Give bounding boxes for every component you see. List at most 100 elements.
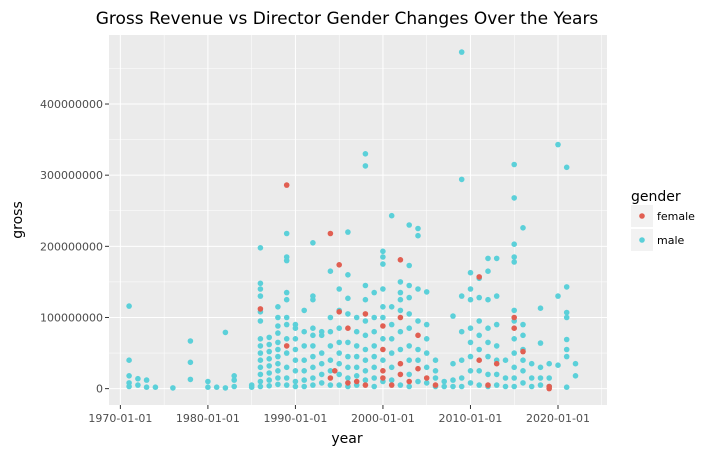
data-point-male <box>511 350 517 356</box>
data-point-male <box>467 286 474 292</box>
data-point-female <box>257 306 264 312</box>
data-point-male <box>135 375 141 382</box>
data-point-female <box>380 323 386 329</box>
data-point-male <box>380 336 386 342</box>
data-point-male <box>476 332 483 339</box>
data-point-male <box>563 336 570 343</box>
data-point-male <box>362 357 369 364</box>
data-point-male <box>546 375 552 381</box>
data-point-male <box>257 371 264 378</box>
data-point-male <box>266 377 273 383</box>
data-point-male <box>467 380 474 386</box>
data-point-female <box>380 346 386 353</box>
data-point-male <box>406 343 413 349</box>
data-point-male <box>563 314 570 321</box>
data-point-male <box>458 293 465 299</box>
data-point-female <box>476 357 483 364</box>
data-point-male <box>563 309 570 316</box>
data-point-male <box>187 376 194 383</box>
data-point-female <box>353 378 360 385</box>
data-point-male <box>388 212 395 219</box>
data-point-male <box>345 311 351 317</box>
data-point-male <box>327 314 334 321</box>
data-point-male <box>257 280 264 287</box>
data-point-male <box>432 357 439 364</box>
y-tick-label: 200000000 <box>40 240 103 253</box>
data-point-male <box>266 370 273 376</box>
data-point-male <box>292 383 299 390</box>
y-axis-ticks: 0 100000000 200000000 300000000 400000000 <box>40 98 109 396</box>
data-point-male <box>345 295 351 302</box>
data-point-male <box>467 269 474 276</box>
data-point-female <box>336 262 343 268</box>
data-point-male <box>493 343 500 349</box>
data-point-male <box>283 257 290 264</box>
data-point-male <box>511 259 517 265</box>
data-point-male <box>511 254 517 260</box>
data-point-male <box>388 350 395 356</box>
data-point-male <box>275 353 281 360</box>
y-axis-title: gross <box>10 201 26 239</box>
data-point-male <box>415 318 421 324</box>
data-point-male <box>371 343 378 349</box>
data-point-male <box>397 328 404 335</box>
data-point-female <box>415 332 421 339</box>
data-point-male <box>275 368 281 374</box>
data-point-male <box>301 377 308 383</box>
data-point-male <box>257 245 264 251</box>
data-point-male <box>467 353 474 360</box>
data-point-male <box>546 360 552 367</box>
data-point-male <box>362 377 369 383</box>
data-point-male <box>143 377 150 383</box>
data-point-male <box>318 380 325 386</box>
data-point-male <box>266 334 273 341</box>
data-point-male <box>511 241 517 247</box>
data-point-male <box>397 307 404 314</box>
data-point-male <box>283 230 290 237</box>
data-point-male <box>432 375 439 381</box>
data-point-male <box>371 289 378 296</box>
data-point-female <box>362 382 369 388</box>
data-point-female <box>423 375 430 381</box>
data-point-male <box>458 176 465 183</box>
data-points <box>126 49 579 392</box>
data-point-male <box>283 382 290 388</box>
data-point-male <box>555 362 561 369</box>
data-point-male <box>467 368 474 374</box>
data-point-female <box>415 365 421 372</box>
data-point-male <box>511 383 517 390</box>
data-point-female <box>397 371 404 378</box>
data-point-male <box>266 383 273 389</box>
data-point-female <box>511 325 517 332</box>
data-point-male <box>380 304 386 310</box>
data-point-male <box>415 357 421 364</box>
data-point-male <box>292 378 299 385</box>
data-point-male <box>476 368 483 374</box>
data-point-male <box>485 296 491 303</box>
data-point-male <box>380 314 386 321</box>
data-point-male <box>353 353 360 360</box>
data-point-male <box>511 364 517 371</box>
data-point-male <box>362 163 369 169</box>
data-point-male <box>283 289 290 296</box>
data-point-male <box>310 353 316 360</box>
data-point-male <box>310 296 316 303</box>
data-point-male <box>485 353 491 360</box>
data-point-male <box>493 255 500 262</box>
data-point-male <box>441 383 448 390</box>
data-point-male <box>353 328 360 335</box>
data-point-male <box>327 328 334 335</box>
data-point-male <box>336 360 343 367</box>
data-point-male <box>388 364 395 371</box>
data-point-male <box>563 164 570 171</box>
data-point-male <box>362 282 369 289</box>
data-point-male <box>345 353 351 360</box>
data-point-male <box>257 383 264 390</box>
data-point-male <box>353 364 360 371</box>
data-point-male <box>371 364 378 371</box>
data-point-male <box>310 343 316 349</box>
data-point-male <box>362 346 369 353</box>
data-point-male <box>222 329 229 336</box>
data-point-male <box>423 380 430 386</box>
